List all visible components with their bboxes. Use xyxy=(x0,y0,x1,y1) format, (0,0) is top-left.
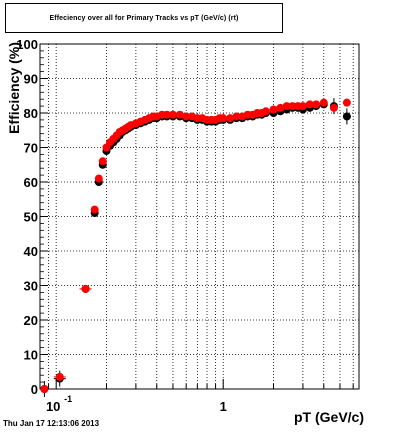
y-tick-label: 0 xyxy=(31,382,38,397)
point-red xyxy=(219,114,228,123)
point-red xyxy=(261,107,270,116)
point-red xyxy=(298,102,307,111)
point-red xyxy=(81,284,90,293)
point-red xyxy=(168,110,177,119)
point-red xyxy=(98,157,107,166)
chart-title-box: Effeciency over all for Primary Tracks v… xyxy=(5,3,283,33)
x-tick-label-exponent: -1 xyxy=(64,394,72,404)
point-red xyxy=(269,105,278,114)
x-axis-label: pT (GeV/c) xyxy=(294,409,364,425)
y-tick-label: 10 xyxy=(24,348,38,363)
point-red xyxy=(40,385,49,393)
point-red xyxy=(182,112,191,121)
y-tick-label: 100 xyxy=(16,37,38,52)
point-red xyxy=(305,100,314,109)
point-red xyxy=(226,114,235,123)
y-tick-label: 70 xyxy=(24,141,38,156)
point-red xyxy=(312,100,321,109)
x-tick-label: 10 xyxy=(46,399,60,414)
chart-title: Effeciency over all for Primary Tracks v… xyxy=(49,14,239,22)
y-tick-labels: 0 10 20 30 40 50 60 70 80 90 100 xyxy=(16,37,38,397)
y-axis-label: Efficiency (%) xyxy=(6,42,22,134)
x-tick-labels: 10 -1 1 xyxy=(46,394,227,414)
point-red xyxy=(90,205,99,214)
point-red xyxy=(175,110,184,119)
y-tick-label: 80 xyxy=(24,106,38,121)
grid-lines xyxy=(39,44,359,389)
data-points xyxy=(40,98,351,397)
point-red xyxy=(329,103,338,112)
point-red xyxy=(342,98,351,107)
y-tick-label: 50 xyxy=(24,210,38,225)
y-tick-label: 30 xyxy=(24,279,38,294)
y-tick-label: 60 xyxy=(24,175,38,190)
point-red xyxy=(276,103,285,112)
point-red xyxy=(162,110,171,119)
timestamp: Thu Jan 17 12:13:06 2013 xyxy=(3,419,100,428)
y-tick-label: 40 xyxy=(24,244,38,259)
y-tick-label: 20 xyxy=(24,313,38,328)
x-tick-label: 1 xyxy=(220,399,227,414)
point-red xyxy=(55,372,64,381)
y-tick-label: 90 xyxy=(24,72,38,87)
point-red xyxy=(282,102,291,111)
point-red xyxy=(319,98,328,107)
point-black xyxy=(342,112,351,121)
point-red xyxy=(94,174,103,183)
point-red xyxy=(232,112,241,121)
